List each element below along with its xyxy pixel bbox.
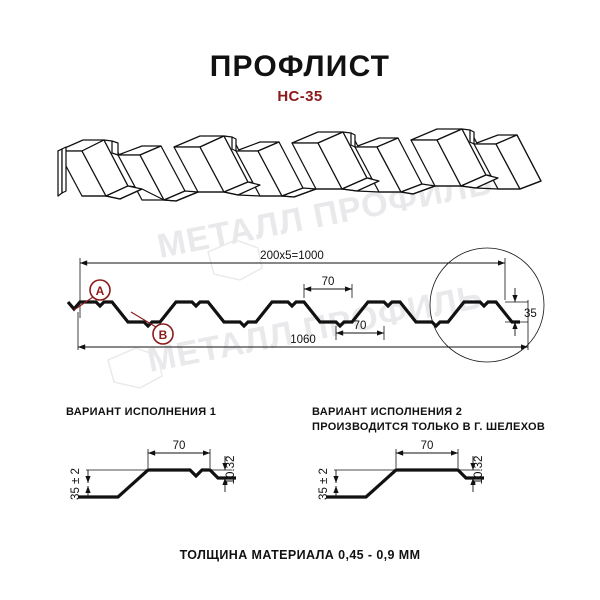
dimension-crest-width: 70 bbox=[303, 276, 353, 298]
dimension-valley-width: 70 bbox=[335, 320, 385, 340]
variant-1-profile bbox=[78, 468, 236, 499]
variant-2-title-line2: ПРОИЗВОДИТСЯ ТОЛЬКО В Г. ШЕЛЕХОВ bbox=[312, 421, 545, 433]
variant-1-dimension-right: 10.32 bbox=[210, 456, 237, 492]
variant-2-dimension-top: 70 bbox=[395, 440, 459, 468]
variant-2-dimension-left-label: 35 ± 2 bbox=[318, 468, 330, 500]
callout-b-leader bbox=[130, 311, 157, 328]
variant-2-title-line1: ВАРИАНТ ИСПОЛНЕНИЯ 2 bbox=[312, 406, 462, 418]
variant-1-block: ВАРИАНТ ИСПОЛНЕНИЯ 1 70 10.32 bbox=[66, 406, 237, 500]
variant-1-title-line1: ВАРИАНТ ИСПОЛНЕНИЯ 1 bbox=[66, 406, 216, 418]
variant-1-dimension-top: 70 bbox=[147, 440, 211, 468]
callout-a: A bbox=[73, 279, 111, 311]
variant-2-dimension-right-label: 10.32 bbox=[473, 456, 485, 485]
callout-a-label: A bbox=[96, 284, 105, 298]
watermark-text-bottom: МЕТАЛЛ ПРОФИЛЬ bbox=[144, 278, 486, 380]
isometric-corrugated-sheet bbox=[57, 128, 542, 202]
callout-a-circle bbox=[89, 279, 111, 301]
dimension-height-label: 35 bbox=[524, 308, 537, 320]
dimension-height: 35 bbox=[505, 288, 537, 336]
detail-circle bbox=[429, 247, 545, 363]
variant-2-block: ВАРИАНТ ИСПОЛНЕНИЯ 2 ПРОИЗВОДИТСЯ ТОЛЬКО… bbox=[312, 406, 545, 500]
callout-b-label: B bbox=[159, 328, 168, 342]
variant-2-profile bbox=[326, 468, 484, 499]
variant-1-dimension-left-label: 35 ± 2 bbox=[70, 468, 82, 500]
cross-section-view: 200x5=1000 1060 70 bbox=[66, 247, 545, 363]
dimension-top-label: 200x5=1000 bbox=[260, 250, 324, 262]
watermark-logo-top bbox=[207, 239, 263, 281]
variant-1-dimension-top-label: 70 bbox=[173, 440, 186, 452]
dimension-bottom: 1060 bbox=[78, 334, 528, 350]
profile-outline bbox=[66, 300, 520, 329]
thickness-note: ТОЛЩИНА МАТЕРИАЛА 0,45 - 0,9 ММ bbox=[180, 548, 421, 562]
page-subtitle: НС-35 bbox=[277, 88, 323, 105]
variant-2-dimension-top-label: 70 bbox=[421, 440, 434, 452]
callout-b-circle bbox=[152, 323, 174, 345]
callout-a-leader bbox=[73, 296, 94, 311]
variant-1-dimension-left: 35 ± 2 bbox=[70, 468, 148, 500]
dimension-bottom-label: 1060 bbox=[290, 334, 316, 346]
variant-2-dimension-left: 35 ± 2 bbox=[318, 468, 396, 500]
dimension-top: 200x5=1000 bbox=[80, 250, 505, 266]
callout-b: B bbox=[130, 311, 174, 345]
variant-2-dimension-right: 10.32 bbox=[458, 456, 485, 492]
page-title: ПРОФЛИСТ bbox=[209, 50, 391, 83]
dimension-valley-label: 70 bbox=[354, 320, 367, 332]
variant-1-dimension-right-label: 10.32 bbox=[225, 456, 237, 485]
dimension-crest-label: 70 bbox=[322, 276, 335, 288]
